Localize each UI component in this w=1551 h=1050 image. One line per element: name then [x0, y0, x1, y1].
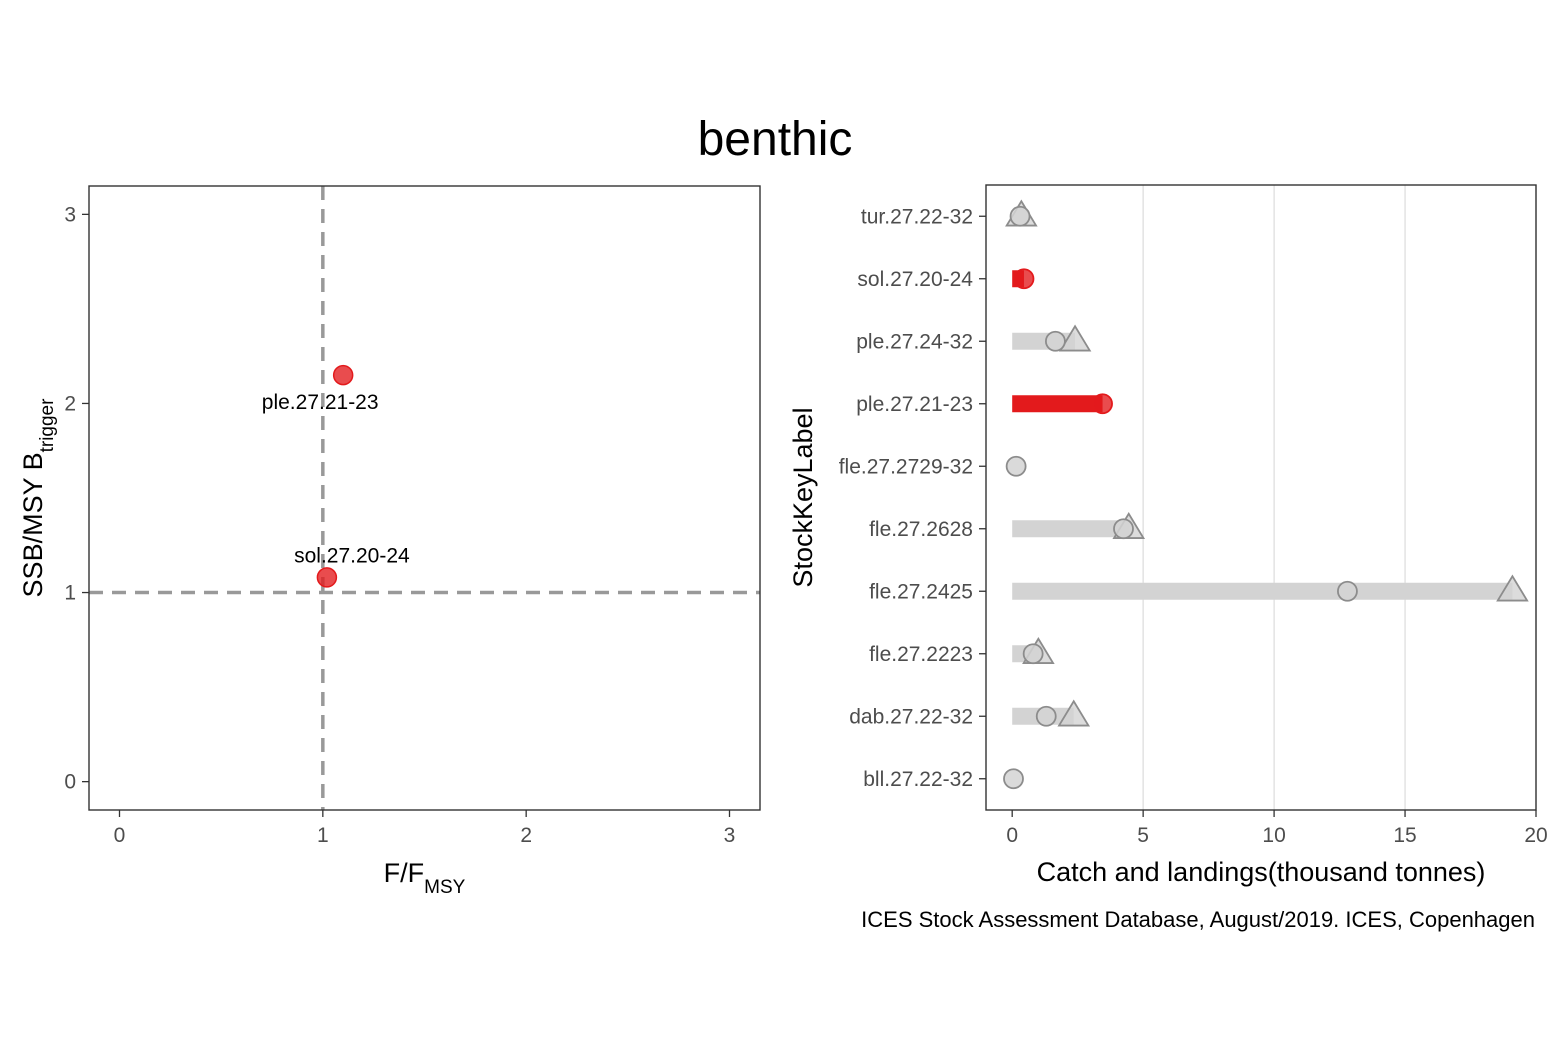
category-label: fle.27.2729-32 — [839, 455, 973, 478]
kobe-y-axis: 0 1 2 3 — [64, 203, 89, 794]
kobe-y-axis-title-sub: trigger — [37, 398, 58, 453]
kobe-y-axis-title-main: SSB/MSY B — [18, 452, 48, 597]
landings-circle-marker — [1045, 330, 1066, 352]
x-tick-label: 20 — [1524, 824, 1547, 847]
catch-triangle-marker — [1058, 324, 1092, 352]
caption: ICES Stock Assessment Database, August/2… — [861, 907, 1535, 932]
catch-triangle-marker — [1496, 574, 1529, 602]
category-label: fle.27.2628 — [869, 518, 973, 541]
category-label: fle.27.2425 — [869, 580, 973, 603]
y-tick-label: 2 — [64, 392, 76, 415]
landings-circle-markers — [1003, 205, 1358, 790]
category-label: fle.27.2223 — [869, 643, 973, 666]
kobe-point — [332, 364, 354, 386]
landings-circle-marker — [1337, 580, 1358, 602]
kobe-point-label: sol.27.20-24 — [294, 544, 410, 567]
catch-triangle-marker — [1057, 699, 1091, 727]
catch-y-axis-title: StockKeyLabel — [788, 407, 818, 587]
catch-panel-border — [985, 184, 1537, 811]
catch-y-axis: tur.27.22-32 sol.27.20-24 ple.27.24-32 ple.… — [839, 205, 986, 791]
landings-circle-marker — [1003, 768, 1024, 790]
x-tick-label: 0 — [114, 824, 126, 847]
kobe-point — [316, 567, 338, 588]
x-tick-label: 15 — [1393, 824, 1416, 847]
category-label: dab.27.22-32 — [849, 705, 973, 728]
category-label: sol.27.20-24 — [857, 268, 973, 291]
landings-circle-marker — [1035, 705, 1057, 727]
kobe-y-axis-title: SSB/MSY Btrigger — [18, 398, 58, 598]
kobe-points — [316, 364, 354, 588]
catch-x-axis-title: Catch and landings(thousand tonnes) — [1037, 857, 1486, 887]
kobe-x-axis-title-sub: MSY — [424, 877, 466, 898]
y-tick-label: 1 — [64, 582, 76, 605]
kobe-plot-panel: ple.27.21-23 sol.27.20-24 0 1 2 3 0 1 2 3 F/FMS… — [18, 185, 761, 898]
landings-circle-marker — [1092, 393, 1113, 415]
y-tick-label: 0 — [64, 771, 76, 794]
catch-triangle-markers — [1005, 199, 1529, 727]
catch-gridlines — [1142, 185, 1537, 810]
x-tick-label: 5 — [1137, 824, 1149, 847]
landings-circle-marker — [1113, 518, 1134, 540]
chart-title: benthic — [698, 113, 853, 166]
catch-bars — [1012, 270, 1513, 725]
catch-bar — [1012, 520, 1129, 538]
kobe-point-label: ple.27.21-23 — [262, 391, 379, 414]
x-tick-label: 3 — [724, 824, 736, 847]
y-tick-label: 3 — [64, 203, 76, 226]
landings-circle-marker — [1005, 455, 1027, 477]
kobe-x-axis-title: F/FMSY — [384, 858, 466, 898]
x-tick-label: 1 — [317, 824, 329, 847]
kobe-point-labels: ple.27.21-23 sol.27.20-24 — [262, 391, 410, 567]
x-tick-label: 2 — [520, 824, 532, 847]
category-label: ple.27.21-23 — [856, 393, 973, 416]
landings-circle-marker — [1022, 643, 1044, 665]
kobe-x-axis: 0 1 2 3 — [114, 810, 736, 847]
catch-bar — [1012, 395, 1103, 413]
reference-lines — [89, 186, 760, 810]
x-tick-label: 0 — [1006, 824, 1018, 847]
catch-bar — [1012, 582, 1513, 600]
landings-circle-marker — [1009, 205, 1031, 227]
landings-circle-marker — [1013, 268, 1035, 290]
x-tick-label: 10 — [1262, 824, 1285, 847]
category-label: tur.27.22-32 — [861, 205, 973, 228]
catch-x-axis: 0 5 10 15 20 — [1006, 810, 1548, 847]
catch-panel: 0 5 10 15 20 tur.27.22-32 sol.27.20-24 ple.27.… — [788, 184, 1548, 887]
category-label: ple.27.24-32 — [856, 330, 973, 353]
kobe-x-axis-title-main: F/F — [384, 858, 425, 888]
kobe-panel-border — [88, 185, 761, 811]
category-label: bll.27.22-32 — [863, 768, 973, 791]
